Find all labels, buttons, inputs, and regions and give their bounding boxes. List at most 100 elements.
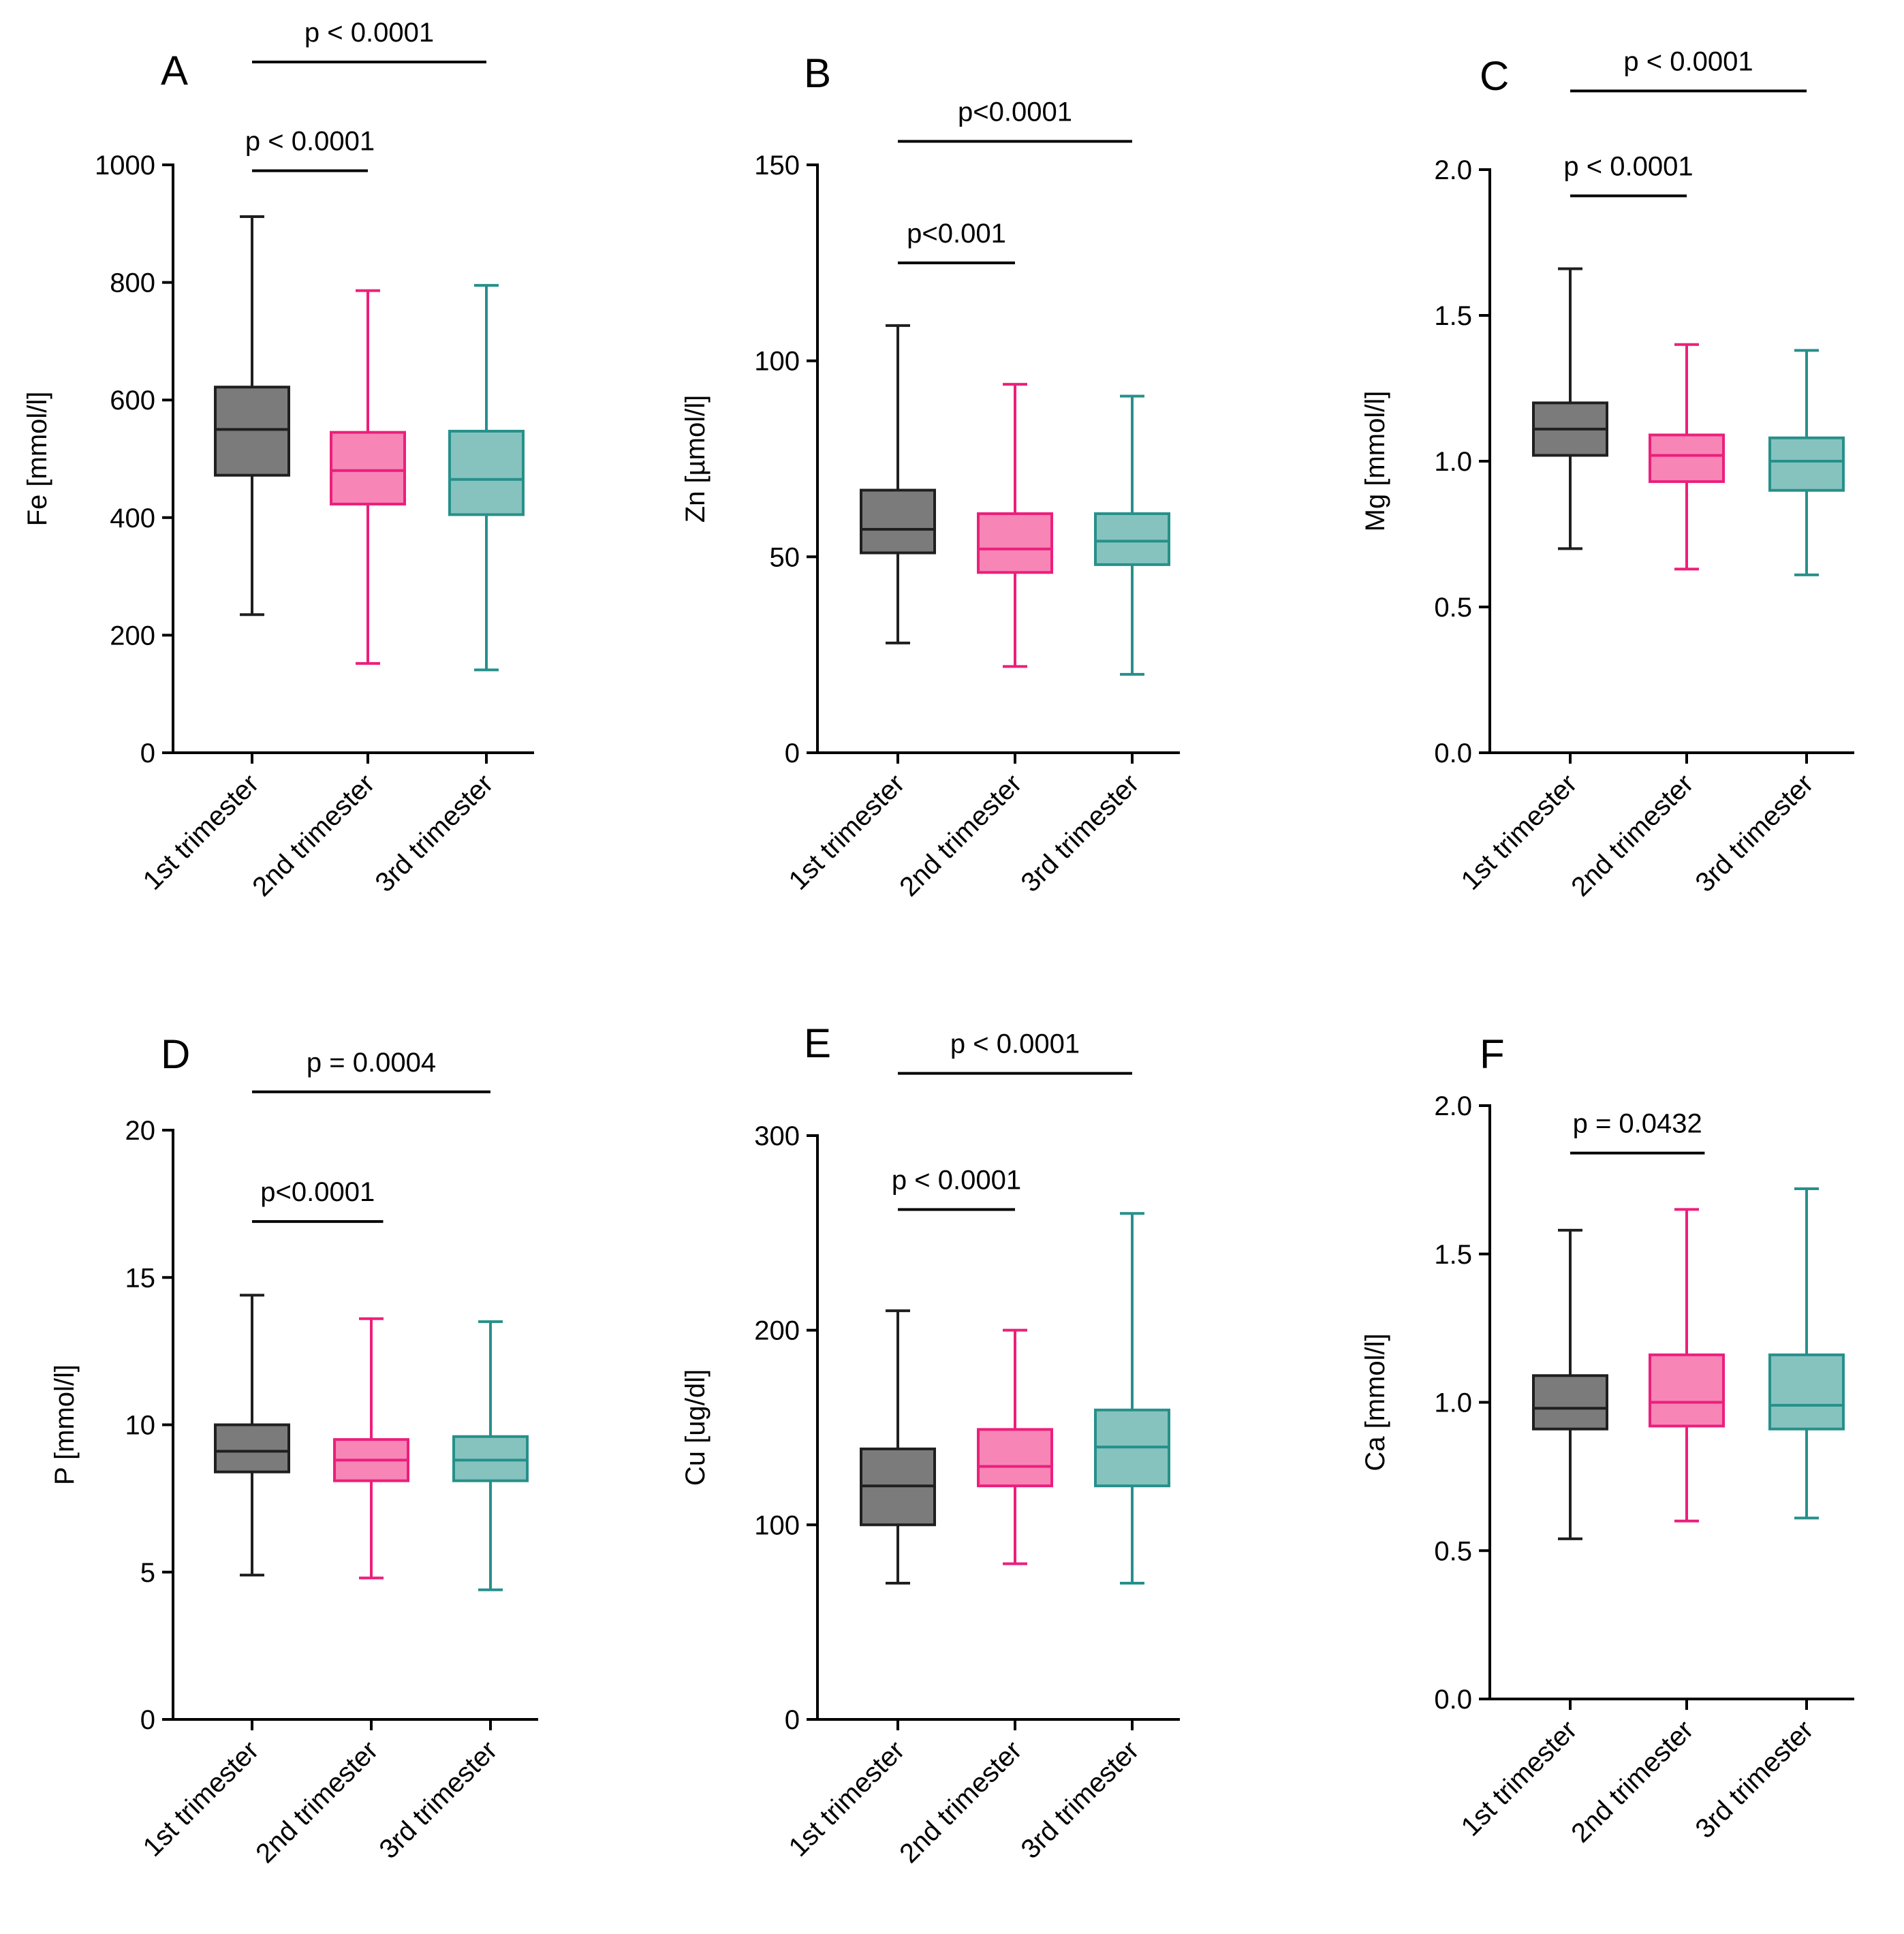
y-axis-label: Zn [µmol/l] (681, 395, 711, 523)
y-tick-label: 1.0 (1434, 447, 1472, 477)
y-axis-label: P [mmol/l] (50, 1364, 80, 1485)
box-third-trimester (1768, 349, 1845, 576)
significance-label: p < 0.0001 (305, 18, 434, 48)
significance-label: p<0.0001 (260, 1177, 375, 1207)
y-tick-label: 1.0 (1434, 1388, 1472, 1418)
box-third-trimester (1768, 1187, 1845, 1520)
panel-letter: E (804, 1020, 831, 1066)
box-iqr (1094, 512, 1170, 566)
significance-label: p < 0.0001 (892, 1166, 1021, 1196)
significance-label: p < 0.0001 (1563, 152, 1693, 182)
box-second-trimester (1649, 343, 1725, 571)
x-tick-label: 1st trimester (1456, 1715, 1583, 1842)
box-third-trimester (1094, 1212, 1170, 1585)
y-tick-label: 0.5 (1434, 593, 1472, 623)
y-tick-label: 0 (140, 1705, 155, 1735)
significance-label: p = 0.0432 (1573, 1109, 1702, 1139)
y-tick-label: 800 (110, 268, 155, 298)
significance-label: p < 0.0001 (1623, 46, 1753, 76)
box-iqr (1768, 436, 1845, 492)
y-tick-label: 200 (110, 621, 155, 651)
x-tick-label: 3rd trimester (1690, 1715, 1820, 1844)
x-tick-label: 2nd trimester (1565, 768, 1699, 902)
y-tick-label: 400 (110, 503, 155, 533)
x-tick-label: 1st trimester (138, 768, 265, 896)
box-second-trimester (977, 383, 1053, 668)
significance-label: p = 0.0004 (307, 1048, 436, 1078)
x-tick-label: 2nd trimester (250, 1735, 384, 1869)
box-iqr (977, 1428, 1053, 1488)
panel-letter: B (804, 50, 831, 96)
panel-letter: C (1480, 53, 1509, 99)
x-tick-label: 3rd trimester (370, 768, 499, 898)
y-tick-label: 0 (785, 738, 800, 768)
box-third-trimester (452, 1320, 529, 1591)
box-iqr (1768, 1353, 1845, 1431)
significance-label: p<0.001 (907, 219, 1006, 249)
y-tick-label: 2.0 (1434, 155, 1472, 185)
x-tick-label: 2nd trimester (1565, 1715, 1699, 1848)
box-iqr (977, 512, 1053, 574)
y-tick-label: 200 (754, 1316, 800, 1346)
x-tick-label: 2nd trimester (894, 768, 1027, 902)
box-iqr (860, 488, 936, 555)
box-second-trimester (330, 289, 406, 665)
y-tick-label: 10 (125, 1411, 156, 1441)
y-tick-label: 0 (785, 1705, 800, 1735)
x-tick-label: 3rd trimester (1016, 768, 1145, 898)
box-second-trimester (333, 1317, 409, 1580)
x-tick-label: 1st trimester (138, 1735, 265, 1862)
box-iqr (1649, 1353, 1725, 1428)
x-tick-label: 1st trimester (1456, 768, 1583, 896)
y-tick-label: 20 (125, 1116, 156, 1146)
x-tick-label: 2nd trimester (894, 1735, 1027, 1869)
y-tick-label: 0.5 (1434, 1536, 1472, 1566)
y-tick-label: 1.5 (1434, 301, 1472, 331)
significance-label: p<0.0001 (958, 97, 1072, 127)
x-tick-label: 3rd trimester (374, 1735, 503, 1865)
box-second-trimester (977, 1328, 1053, 1565)
y-tick-label: 15 (125, 1263, 156, 1293)
y-tick-label: 300 (754, 1121, 800, 1151)
y-tick-label: 50 (770, 542, 800, 572)
y-tick-label: 100 (754, 1510, 800, 1540)
significance-label: p < 0.0001 (245, 127, 375, 157)
y-axis-label: Fe [mmol/l] (22, 392, 52, 527)
box-iqr (1532, 1374, 1608, 1431)
box-first-trimester (860, 324, 936, 644)
y-tick-label: 1000 (95, 151, 155, 181)
box-iqr (1649, 433, 1725, 483)
y-tick-label: 600 (110, 386, 155, 416)
box-iqr (214, 1423, 290, 1473)
box-iqr (452, 1435, 529, 1482)
y-axis-label: Ca [mmol/l] (1360, 1333, 1390, 1471)
x-tick-label: 2nd trimester (247, 768, 380, 902)
x-tick-label: 3rd trimester (1016, 1735, 1145, 1865)
panel-a: A 0 200 400 600 800 1000 Fe [mmol/l] 1st trimest… (22, 18, 534, 902)
panel-f: F 0.0 0.5 1.0 1.5 2.0 Ca [mmol/l] 1st trimester… (1360, 1031, 1854, 1848)
box-first-trimester (1532, 1228, 1608, 1540)
x-tick-label: 1st trimester (783, 768, 911, 896)
panel-c: C 0.0 0.5 1.0 1.5 2.0 Mg [mmol/l] 1st trimester… (1360, 46, 1854, 902)
x-tick-label: 1st trimester (783, 1735, 911, 1862)
panel-letter: F (1480, 1031, 1505, 1077)
box-iqr (448, 429, 525, 516)
box-first-trimester (214, 215, 290, 617)
box-first-trimester (214, 1294, 290, 1577)
box-second-trimester (1649, 1208, 1725, 1523)
y-tick-label: 0 (140, 738, 155, 768)
panel-letter: D (161, 1031, 190, 1077)
y-axis-label: Cu [ug/dl] (681, 1369, 711, 1486)
panel-letter: A (161, 48, 188, 93)
y-tick-label: 0.0 (1434, 738, 1472, 768)
y-tick-label: 1.5 (1434, 1240, 1472, 1270)
box-first-trimester (860, 1309, 936, 1585)
significance-label: p < 0.0001 (950, 1029, 1080, 1059)
y-tick-label: 0.0 (1434, 1685, 1472, 1715)
x-tick-label: 3rd trimester (1690, 768, 1820, 898)
y-tick-label: 5 (140, 1558, 155, 1588)
